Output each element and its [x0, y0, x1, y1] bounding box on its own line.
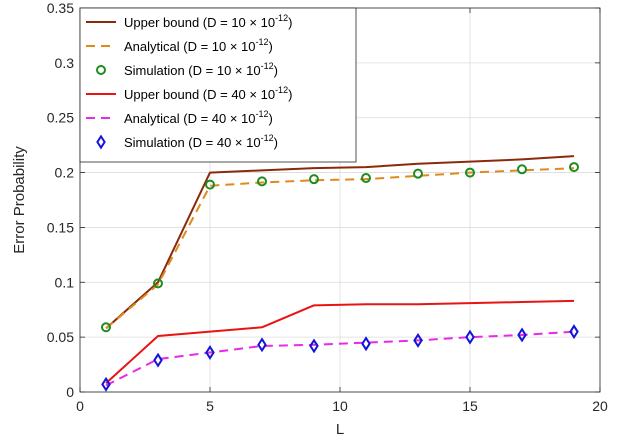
series-6-diamond-marker	[101, 376, 111, 392]
x-tick-label: 10	[332, 398, 348, 414]
series-6-diamond-marker	[153, 352, 163, 368]
legend-label-2: Analytical (D = 10 × 10-12)	[124, 37, 273, 54]
series-6-diamond-marker	[413, 332, 423, 348]
series-3-circle-marker	[465, 167, 475, 178]
legend-label-6: Simulation (D = 40 × 10-12)	[124, 133, 278, 150]
series-line-2	[105, 167, 575, 330]
x-tick-label: 15	[462, 398, 478, 414]
series-layer	[101, 155, 579, 392]
series-3-circle-marker	[517, 164, 527, 175]
y-axis-label: Error Probability	[11, 146, 28, 254]
series-3-circle-marker	[569, 162, 579, 173]
series-6-diamond-marker	[257, 337, 267, 353]
y-tick-label: 0.15	[47, 219, 74, 235]
y-tick-label: 0.35	[47, 0, 74, 16]
axis-ticks: 0 5 10 15 20 0 0.05 0.1 0.15 0.2 0.25 0.3 0.35	[47, 0, 608, 414]
series-3-circle-marker	[361, 173, 371, 184]
series-3-circle-marker	[153, 278, 163, 289]
series-6-diamond-marker	[569, 324, 579, 340]
series-6-diamond-marker	[205, 345, 215, 360]
y-tick-label: 0.3	[55, 55, 75, 71]
legend: Upper bound (D = 10 × 10-12) Analytical (…	[79, 7, 357, 163]
y-tick-label: 0.1	[55, 274, 75, 290]
legend-diamond-marker	[96, 134, 106, 150]
series-3-circle-marker	[309, 174, 319, 185]
series-3-circle-marker	[413, 168, 423, 179]
x-tick-label: 5	[206, 398, 214, 414]
legend-label-3: Simulation (D = 10 × 10-12)	[124, 61, 278, 78]
x-tick-label: 0	[76, 398, 84, 414]
legend-box	[79, 7, 357, 163]
series-line-5	[105, 330, 575, 387]
legend-label-4: Upper bound (D = 40 × 10-12)	[124, 85, 292, 102]
y-tick-label: 0	[66, 384, 74, 400]
series-3-circle-marker	[205, 179, 215, 190]
y-tick-label: 0.25	[47, 110, 74, 126]
x-tick-label: 20	[592, 398, 608, 414]
x-axis-label: L	[336, 421, 344, 438]
legend-label-5: Analytical (D = 40 × 10-12)	[124, 109, 273, 126]
series-line-1	[105, 155, 575, 330]
series-6-diamond-marker	[517, 327, 527, 343]
series-3-circle-marker	[257, 176, 267, 187]
series-6-diamond-marker	[309, 338, 319, 354]
y-tick-label: 0.05	[47, 329, 74, 345]
legend-circle-marker	[96, 65, 106, 75]
series-3-circle-marker	[101, 322, 111, 333]
legend-label-1: Upper bound (D = 10 × 10-12)	[124, 13, 292, 30]
series-6-diamond-marker	[465, 329, 475, 345]
series-6-diamond-marker	[361, 336, 371, 352]
y-tick-label: 0.2	[55, 165, 75, 181]
series-line-4	[105, 299, 575, 384]
